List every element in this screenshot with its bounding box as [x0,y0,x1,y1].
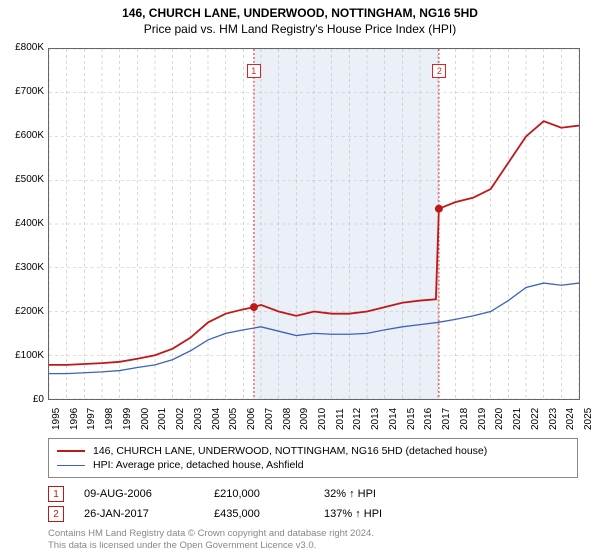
x-tick-label: 2014 [388,408,399,430]
x-tick-label: 2011 [335,408,346,430]
x-tick-label: 2008 [282,408,293,430]
x-tick-label: 2003 [193,408,204,430]
footer: Contains HM Land Registry data © Crown c… [48,528,374,553]
x-tick-label: 2007 [264,408,275,430]
y-tick-label: £700K [4,86,44,97]
x-tick-label: 2004 [211,408,222,430]
sales-table: 1 09-AUG-2006 £210,000 32% ↑ HPI 2 26-JA… [48,482,578,526]
legend-item: 146, CHURCH LANE, UNDERWOOD, NOTTINGHAM,… [57,445,569,457]
x-tick-label: 2020 [494,408,505,430]
x-tick-label: 2012 [352,408,363,430]
x-tick-label: 2001 [157,408,168,430]
x-tick-label: 2024 [565,408,576,430]
sale-diff: 137% ↑ HPI [324,508,444,520]
x-tick-label: 2018 [459,408,470,430]
sale-date: 26-JAN-2017 [84,508,214,520]
x-tick-label: 2009 [299,408,310,430]
y-tick-label: £800K [4,42,44,53]
x-tick-label: 2002 [175,408,186,430]
x-tick-label: 2006 [246,408,257,430]
y-tick-label: £600K [4,130,44,141]
x-tick-label: 2021 [512,408,523,430]
legend-item: HPI: Average price, detached house, Ashf… [57,459,569,471]
x-tick-label: 2017 [441,408,452,430]
footer-line: Contains HM Land Registry data © Crown c… [48,528,374,540]
y-tick-label: £500K [4,174,44,185]
y-tick-label: £100K [4,350,44,361]
sale-date: 09-AUG-2006 [84,488,214,500]
sale-price: £210,000 [214,488,324,500]
x-tick-label: 1998 [104,408,115,430]
x-tick-label: 1997 [86,408,97,430]
x-tick-label: 1996 [69,408,80,430]
x-tick-label: 1995 [51,408,62,430]
legend-swatch [57,465,85,466]
x-tick-label: 2019 [477,408,488,430]
chart-container: 146, CHURCH LANE, UNDERWOOD, NOTTINGHAM,… [0,0,600,560]
legend-label: 146, CHURCH LANE, UNDERWOOD, NOTTINGHAM,… [93,445,487,457]
sale-marker-icon: 2 [48,506,64,522]
sale-price: £435,000 [214,508,324,520]
chart-title: 146, CHURCH LANE, UNDERWOOD, NOTTINGHAM,… [0,0,600,20]
y-tick-label: £0 [4,394,44,405]
legend-swatch [57,450,85,452]
y-tick-label: £200K [4,306,44,317]
legend: 146, CHURCH LANE, UNDERWOOD, NOTTINGHAM,… [48,438,578,478]
x-tick-label: 2005 [228,408,239,430]
sale-diff: 32% ↑ HPI [324,488,444,500]
line-chart [48,48,580,400]
sale-marker-icon: 1 [48,486,64,502]
footer-line: This data is licensed under the Open Gov… [48,540,374,552]
chart-subtitle: Price paid vs. HM Land Registry's House … [0,20,600,36]
x-tick-label: 2025 [583,408,594,430]
legend-label: HPI: Average price, detached house, Ashf… [93,459,304,471]
x-tick-label: 1999 [122,408,133,430]
x-tick-label: 2022 [530,408,541,430]
y-tick-label: £300K [4,262,44,273]
y-tick-label: £400K [4,218,44,229]
x-tick-label: 2016 [423,408,434,430]
sale-row: 1 09-AUG-2006 £210,000 32% ↑ HPI [48,486,578,502]
sale-row: 2 26-JAN-2017 £435,000 137% ↑ HPI [48,506,578,522]
x-tick-label: 2010 [317,408,328,430]
sale-marker-box: 1 [247,64,261,78]
x-tick-label: 2000 [140,408,151,430]
x-tick-label: 2023 [548,408,559,430]
chart-area [48,48,580,400]
x-tick-label: 2015 [406,408,417,430]
x-tick-label: 2013 [370,408,381,430]
sale-marker-box: 2 [432,64,446,78]
